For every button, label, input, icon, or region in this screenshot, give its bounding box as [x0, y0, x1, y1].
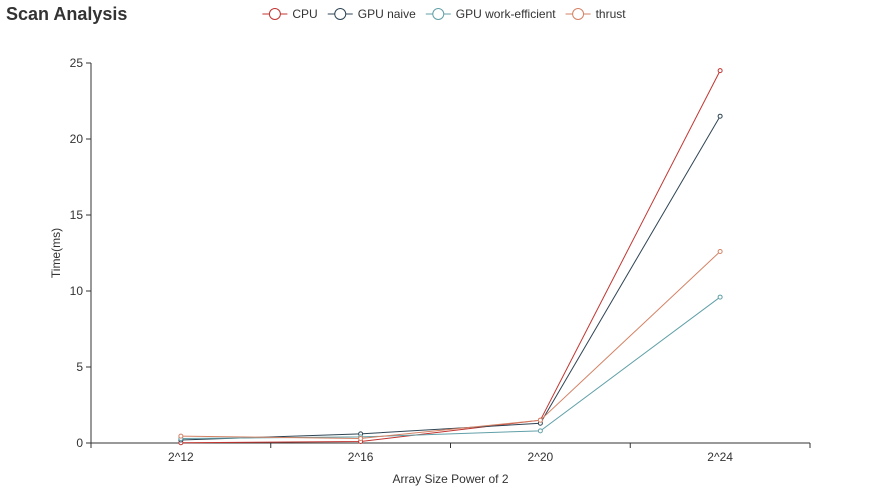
x-tick-label: 2^24 [707, 450, 733, 464]
y-tick-label: 15 [70, 208, 84, 222]
y-tick-label: 25 [70, 56, 84, 70]
legend-item-gpu-work-efficient[interactable]: GPU work-efficient [425, 7, 556, 21]
axes: 0 5 10 15 20 25 2^12 2^16 2^20 2^24 Time(ms) Arr… [49, 56, 811, 486]
y-tick-label: 5 [76, 360, 83, 374]
data-point[interactable] [537, 417, 543, 423]
series-line [180, 296, 721, 439]
legend-label: CPU [292, 7, 317, 21]
data-point[interactable] [717, 248, 723, 254]
legend[interactable]: CPU GPU naive GPU work-efficient thrust [262, 7, 626, 21]
legend-label: GPU naive [358, 7, 416, 21]
legend-label: thrust [596, 7, 627, 21]
x-tick-label: 2^16 [348, 450, 374, 464]
data-point[interactable] [537, 428, 543, 434]
data-point[interactable] [178, 433, 184, 439]
data-point[interactable] [717, 294, 723, 300]
series-line [180, 115, 721, 441]
y-axis-ticks: 0 5 10 15 20 25 [70, 56, 91, 450]
legend-item-gpu-naive[interactable]: GPU naive [327, 7, 416, 21]
series-cpu [178, 68, 723, 446]
y-tick-label: 0 [76, 436, 83, 450]
chart-title: Scan Analysis [6, 4, 128, 24]
x-tick-label: 2^20 [528, 450, 554, 464]
legend-item-cpu[interactable]: CPU [262, 7, 318, 21]
data-point[interactable] [358, 435, 364, 441]
y-tick-label: 10 [70, 284, 84, 298]
legend-item-thrust[interactable]: thrust [565, 7, 627, 21]
series-thrust [178, 248, 723, 441]
legend-marker-icon [432, 8, 445, 20]
legend-label: GPU work-efficient [456, 7, 556, 21]
x-axis-ticks: 2^12 2^16 2^20 2^24 [90, 443, 811, 464]
series-line [180, 70, 721, 444]
series-line [180, 251, 721, 439]
series-gpu-work-efficient [178, 294, 723, 441]
legend-marker-icon [572, 8, 585, 20]
x-axis-title: Array Size Power of 2 [392, 472, 508, 486]
x-tick-label: 2^12 [168, 450, 194, 464]
data-point[interactable] [717, 113, 723, 119]
series-layer [178, 68, 723, 446]
data-point[interactable] [717, 68, 723, 74]
legend-marker-icon [334, 8, 347, 20]
series-gpu-naive [178, 113, 723, 443]
y-tick-label: 20 [70, 132, 84, 146]
y-axis-title: Time(ms) [49, 228, 63, 278]
legend-marker-icon [268, 8, 281, 20]
